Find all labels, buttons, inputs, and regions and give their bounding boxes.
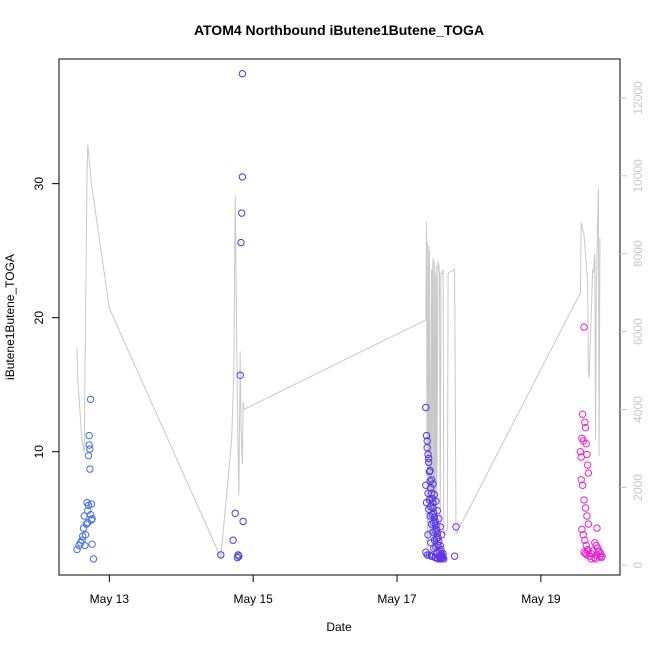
data-point	[436, 541, 444, 550]
data-point	[593, 524, 601, 532]
data-point	[422, 431, 431, 440]
data-point	[581, 423, 590, 432]
data-point	[581, 418, 589, 426]
chart-title: ATOM4 Northbound iButene1Butene_TOGA	[194, 22, 484, 38]
y2-tick-label: 0	[631, 562, 645, 569]
data-point	[425, 505, 433, 513]
data-point	[580, 323, 588, 331]
data-point	[81, 531, 90, 539]
y2-tick-label: 4000	[631, 396, 645, 423]
data-point	[84, 452, 93, 460]
data-point	[452, 523, 460, 531]
data-point	[584, 469, 593, 477]
x-tick-label: May 15	[234, 592, 274, 606]
data-point	[85, 441, 93, 449]
data-point	[236, 371, 244, 379]
data-point	[435, 515, 443, 523]
data-point	[425, 458, 433, 467]
data-point	[432, 553, 440, 562]
series-line-0	[76, 144, 601, 562]
data-point	[580, 496, 588, 504]
data-point	[433, 507, 441, 515]
data-point	[576, 448, 585, 456]
data-point	[422, 403, 430, 412]
data-point	[238, 209, 246, 217]
y-axis-label: iButene1Butene_TOGA	[3, 254, 17, 380]
data-point	[581, 504, 590, 512]
data-point	[238, 70, 247, 78]
data-point	[450, 552, 459, 560]
y-tick-label: 20	[32, 311, 46, 325]
data-point	[427, 520, 436, 528]
data-point	[424, 489, 432, 497]
x-axis-label: Date	[326, 620, 352, 634]
plot-area-frame	[58, 58, 621, 576]
data-point	[423, 437, 431, 445]
data-point	[237, 238, 245, 247]
data-point	[578, 410, 587, 418]
data-point	[583, 512, 591, 520]
data-point	[584, 547, 593, 555]
data-point	[429, 480, 437, 488]
data-point	[422, 498, 431, 507]
data-point	[86, 511, 95, 519]
data-point	[422, 481, 430, 489]
data-point	[426, 512, 434, 520]
data-point	[583, 461, 592, 469]
data-point	[81, 541, 89, 550]
y2-tick-label: 12000	[631, 81, 645, 115]
data-point	[86, 445, 94, 453]
data-point	[436, 552, 444, 560]
data-point	[578, 525, 586, 534]
data-point	[583, 450, 591, 459]
data-point	[578, 481, 587, 489]
data-point	[436, 523, 444, 531]
data-point	[582, 440, 590, 448]
y2-tick-label: 2000	[631, 474, 645, 501]
data-point	[87, 500, 96, 508]
data-point	[86, 395, 95, 404]
data-point	[579, 531, 587, 539]
data-point	[229, 536, 237, 544]
x-tick-label: May 13	[90, 592, 130, 606]
data-point	[217, 551, 225, 559]
data-point	[238, 173, 247, 181]
data-point	[88, 540, 96, 548]
data-point	[424, 531, 432, 539]
y-tick-label: 30	[32, 177, 46, 191]
data-point	[73, 545, 81, 554]
data-point	[424, 450, 432, 459]
data-point	[89, 555, 98, 563]
data-point	[82, 520, 91, 528]
data-point	[437, 531, 446, 539]
data-point	[432, 535, 441, 543]
data-point	[88, 515, 96, 523]
data-point	[587, 555, 595, 563]
y2-tick-label: 10000	[631, 159, 645, 193]
x-tick-label: May 17	[377, 592, 417, 606]
data-point	[427, 476, 436, 484]
data-point	[584, 520, 593, 528]
y2-tick-label: 6000	[631, 318, 645, 345]
data-point	[426, 466, 434, 475]
data-point	[423, 551, 431, 559]
data-point	[231, 509, 239, 517]
data-point	[86, 465, 94, 473]
data-point	[581, 536, 589, 544]
data-point	[235, 552, 243, 560]
x-tick-label: May 19	[521, 592, 561, 606]
data-point	[430, 519, 438, 527]
data-point	[577, 476, 585, 484]
data-point	[427, 552, 436, 560]
data-point	[239, 517, 247, 526]
data-point	[598, 552, 606, 560]
data-point	[85, 431, 93, 440]
y2-tick-label: 8000	[631, 240, 645, 267]
data-point	[425, 454, 433, 463]
y-tick-label: 10	[32, 445, 46, 459]
